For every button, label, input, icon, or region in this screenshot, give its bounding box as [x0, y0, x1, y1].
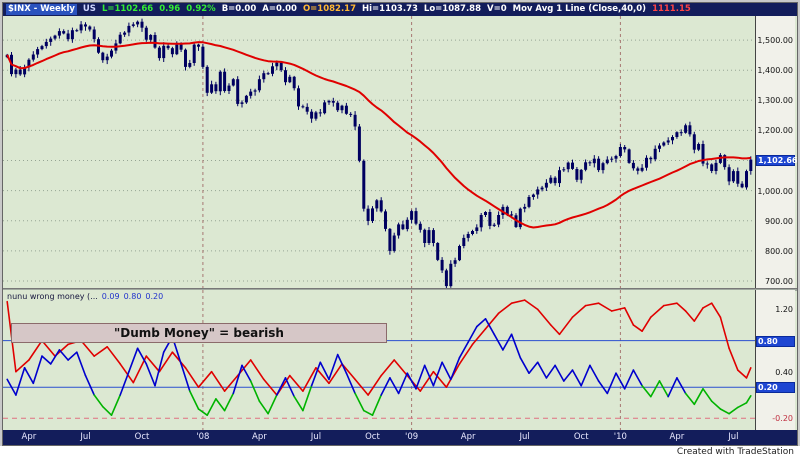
- time-tick-label: '10: [613, 432, 627, 442]
- last-price-badge: 1,102.66: [756, 154, 798, 166]
- header-field-study: Mov Avg 1 Line (Close,40,0): [512, 4, 647, 14]
- header-field-low: Lo=1087.88: [423, 4, 481, 14]
- smart-money-line[interactable]: [6, 317, 752, 416]
- candlestick-series[interactable]: [5, 18, 753, 290]
- time-tick-label: '09: [405, 432, 419, 442]
- price-tick-label: 800.00: [765, 246, 793, 256]
- indicator-label: nunu wrong money (... 0.09 0.80 0.20: [7, 292, 167, 301]
- indicator-param: 0.80: [123, 292, 142, 301]
- header-field-ask: A=0.00: [262, 4, 297, 14]
- credit-strip: Created with TradeStation: [0, 446, 800, 460]
- time-tick-label: '08: [196, 432, 210, 442]
- header-field-study-value: 1111.15: [652, 4, 691, 14]
- header-field-last: L=1102.66: [101, 4, 154, 14]
- time-tick-label: Jul: [519, 432, 530, 442]
- indicator-param: 0.09: [101, 292, 120, 301]
- header-field-volume: V=0: [487, 4, 507, 14]
- time-axis[interactable]: Apr Jul Oct '08 Apr Jul Oct '09 Apr Jul Oct '10 Apr J…: [3, 430, 797, 445]
- credit-text: Created with TradeStation: [676, 447, 794, 457]
- header-field-high: Hi=1103.73: [362, 4, 418, 14]
- header-field-net-change: 0.96: [159, 4, 181, 14]
- indicator-axis[interactable]: 1.20 0.80 0.40 0.20 -0.20: [755, 290, 795, 430]
- indicator-tick-label: 1.20: [775, 305, 793, 315]
- indicator-name: nunu wrong money (...: [7, 292, 98, 301]
- header-field-open: O=1082.17: [302, 4, 357, 14]
- price-chart-canvas[interactable]: [3, 16, 755, 290]
- time-tick-label: Jul: [728, 432, 739, 442]
- time-tick-label: Oct: [573, 432, 589, 442]
- indicator-value-badge: 0.80: [756, 335, 795, 347]
- time-tick-label: Apr: [21, 432, 37, 442]
- price-tick-label: 1,400.00: [757, 66, 793, 76]
- header-field-pct-change: 0.92%: [186, 4, 216, 14]
- price-axis[interactable]: 1,500.001,400.001,300.001,200.001,100.00…: [755, 16, 798, 290]
- moving-average-line[interactable]: [6, 41, 751, 229]
- header-field-symbol: $INX - Weekly: [6, 4, 77, 15]
- price-tick-label: 1,300.00: [757, 96, 793, 106]
- time-tick-label: Apr: [669, 432, 685, 442]
- header-field-bid: B=0.00: [221, 4, 257, 14]
- chart-frame: $INX - Weekly US L=1102.66 0.96 0.92% B=0.00 A…: [2, 2, 798, 446]
- time-tick-label: Oct: [134, 432, 150, 442]
- indicator-tick-label: 0.40: [775, 367, 793, 377]
- indicator-param: 0.20: [145, 292, 164, 301]
- time-tick-label: Apr: [460, 432, 476, 442]
- price-tick-label: 1,500.00: [757, 36, 793, 46]
- dumb-money-line[interactable]: [6, 299, 752, 396]
- header-field-exchange: US: [82, 4, 96, 14]
- price-tick-label: 1,000.00: [757, 186, 793, 196]
- indicator-tick-label: -0.20: [772, 414, 793, 424]
- dumb-money-annotation[interactable]: "Dumb Money" = bearish: [11, 323, 387, 343]
- chart-header-bar: $INX - Weekly US L=1102.66 0.96 0.92% B=0.00 A…: [3, 3, 797, 16]
- time-tick-label: Jul: [80, 432, 91, 442]
- time-tick-label: Oct: [365, 432, 380, 442]
- price-tick-label: 1,200.00: [757, 126, 793, 136]
- price-tick-label: 900.00: [765, 216, 793, 226]
- time-tick-label: Jul: [310, 432, 322, 442]
- time-tick-label: Apr: [252, 432, 267, 442]
- indicator-chart-canvas[interactable]: [3, 290, 755, 430]
- panel-splitter[interactable]: [3, 288, 797, 291]
- indicator-value-badge: 0.20: [756, 382, 795, 394]
- price-tick-label: 700.00: [765, 276, 793, 286]
